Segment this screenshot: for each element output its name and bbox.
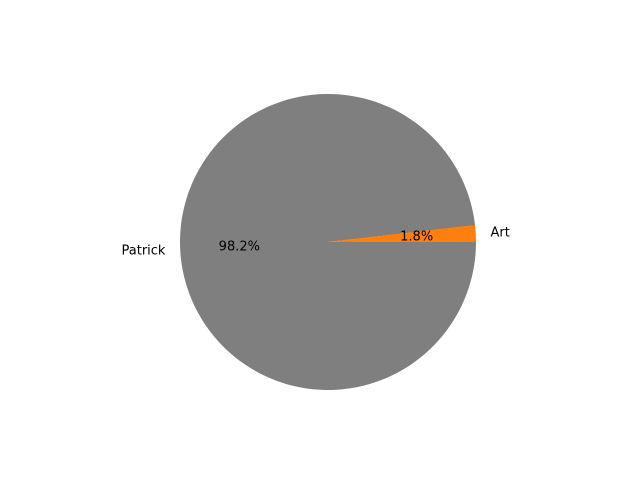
slice-percent-patrick: 98.2% bbox=[219, 240, 260, 255]
pie-slice-patrick bbox=[180, 93, 477, 390]
pie-slices bbox=[180, 93, 477, 390]
pie-slice-art bbox=[328, 225, 476, 242]
slice-label-patrick: Patrick bbox=[122, 244, 166, 259]
slice-percent-art: 1.8% bbox=[400, 229, 433, 244]
slice-label-art: Art bbox=[491, 225, 510, 240]
pie-labels: Art 1.8% Patrick 98.2% bbox=[122, 225, 510, 258]
